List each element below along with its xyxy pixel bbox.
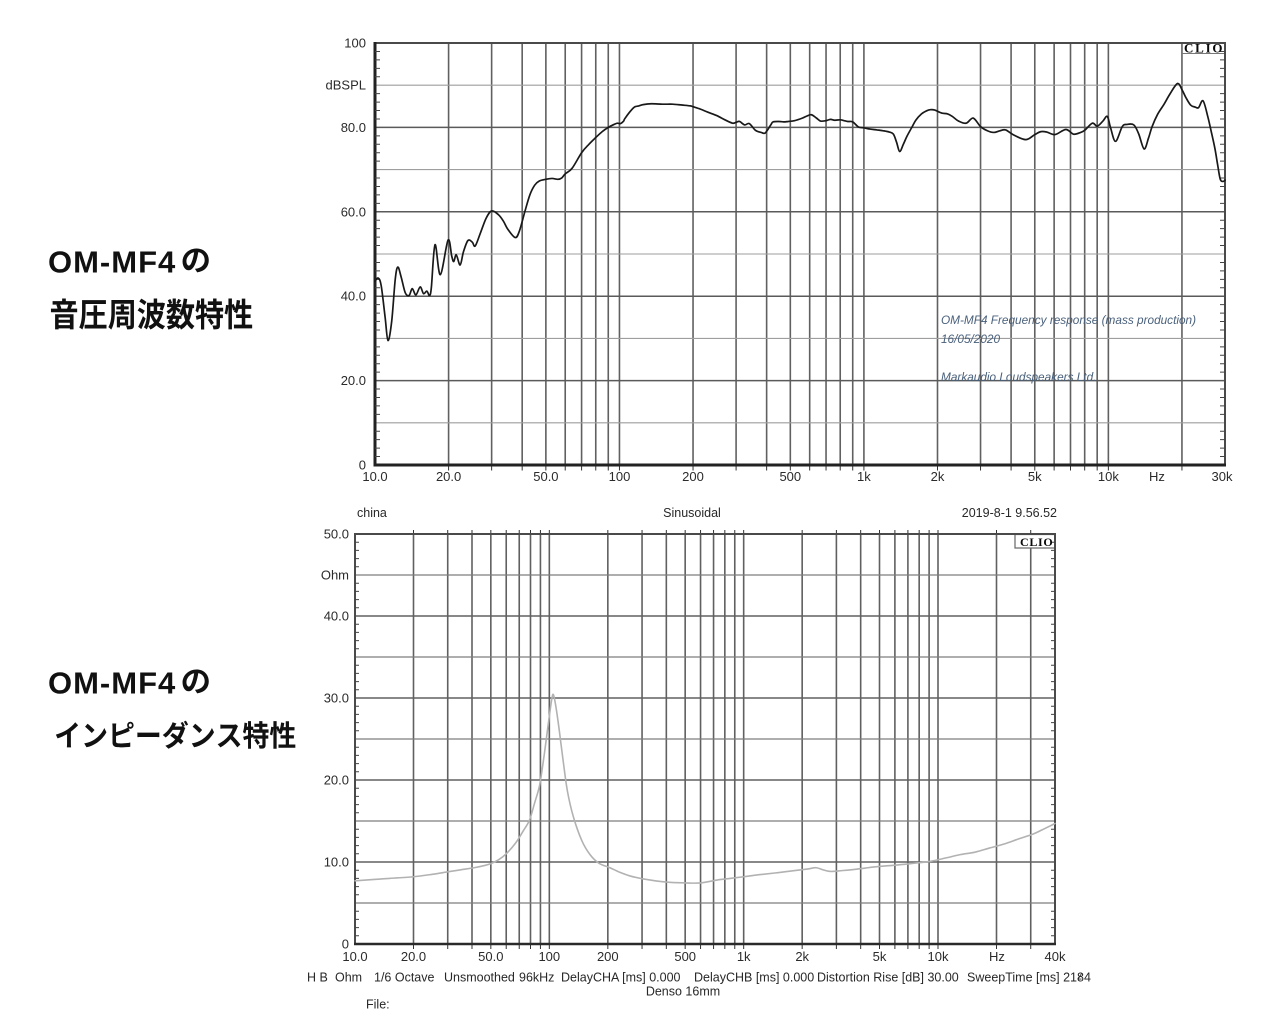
svg-text:1k: 1k [737,949,751,964]
svg-text:100: 100 [609,469,631,484]
svg-text:30k: 30k [1212,469,1233,484]
svg-text:CLIO: CLIO [1020,535,1053,549]
svg-text:Sinusoidal: Sinusoidal [663,506,721,520]
svg-text:OM-MF4 Frequency response (mas: OM-MF4 Frequency response (mass producti… [941,313,1196,327]
svg-text:40.0: 40.0 [324,609,349,624]
svg-text:1k: 1k [857,469,871,484]
svg-text:china: china [357,506,387,520]
svg-text:500: 500 [674,949,696,964]
svg-text:40k: 40k [1045,949,1066,964]
svg-text:96kHz: 96kHz [519,971,554,985]
svg-text:Denso 16mm: Denso 16mm [646,985,720,999]
svg-text:10.0: 10.0 [324,855,349,870]
svg-text:5k: 5k [873,949,887,964]
svg-text:10.0: 10.0 [362,469,387,484]
svg-text:10k: 10k [1098,469,1119,484]
svg-text:dBSPL: dBSPL [326,78,366,93]
svg-text:4: 4 [1078,971,1085,985]
svg-text:100: 100 [344,36,366,51]
svg-text:200: 200 [597,949,619,964]
svg-text:Hz: Hz [1149,469,1165,484]
svg-text:0: 0 [342,937,349,952]
svg-text:DelayCHA [ms] 0.000: DelayCHA [ms] 0.000 [561,971,681,985]
svg-text:200: 200 [682,469,704,484]
svg-text:20.0: 20.0 [401,949,426,964]
svg-text:100: 100 [538,949,560,964]
svg-text:OM-MF4: OM-MF4 [48,666,176,701]
svg-text:80.0: 80.0 [341,120,366,135]
svg-text:Markaudio Loudspeakers Ltd.: Markaudio Loudspeakers Ltd. [941,370,1096,384]
svg-text:2k: 2k [795,949,809,964]
svg-text:H B: H B [307,971,328,985]
svg-text:16/05/2020: 16/05/2020 [941,332,1000,346]
svg-text:2019-8-1 9.56.52: 2019-8-1 9.56.52 [962,506,1057,520]
svg-text:SweepTime [ms] 2184: SweepTime [ms] 2184 [967,971,1091,985]
svg-text:CLIO: CLIO [1184,41,1223,56]
svg-text:50.0: 50.0 [533,469,558,484]
svg-text:1/6 Octave: 1/6 Octave [374,971,434,985]
svg-text:Ohm: Ohm [335,971,362,985]
svg-text:Unsmoothed: Unsmoothed [444,971,515,985]
svg-text:50.0: 50.0 [324,527,349,542]
svg-text:5k: 5k [1028,469,1042,484]
svg-text:500: 500 [779,469,801,484]
svg-text:20.0: 20.0 [324,773,349,788]
svg-text:2k: 2k [931,469,945,484]
svg-text:30.0: 30.0 [324,691,349,706]
svg-text:File:: File: [366,998,390,1012]
svg-text:OM-MF4: OM-MF4 [48,245,176,280]
svg-text:40.0: 40.0 [341,289,366,304]
svg-text:DelayCHB [ms] 0.000: DelayCHB [ms] 0.000 [694,971,814,985]
svg-text:10.0: 10.0 [342,949,367,964]
svg-text:Hz: Hz [989,949,1005,964]
svg-text:50.0: 50.0 [478,949,503,964]
svg-text:Ohm: Ohm [321,568,349,583]
svg-text:10k: 10k [928,949,949,964]
svg-text:0: 0 [359,458,366,473]
svg-text:20.0: 20.0 [341,373,366,388]
svg-text:60.0: 60.0 [341,204,366,219]
svg-text:Distortion Rise [dB] 30.00: Distortion Rise [dB] 30.00 [817,971,959,985]
svg-text:20.0: 20.0 [436,469,461,484]
